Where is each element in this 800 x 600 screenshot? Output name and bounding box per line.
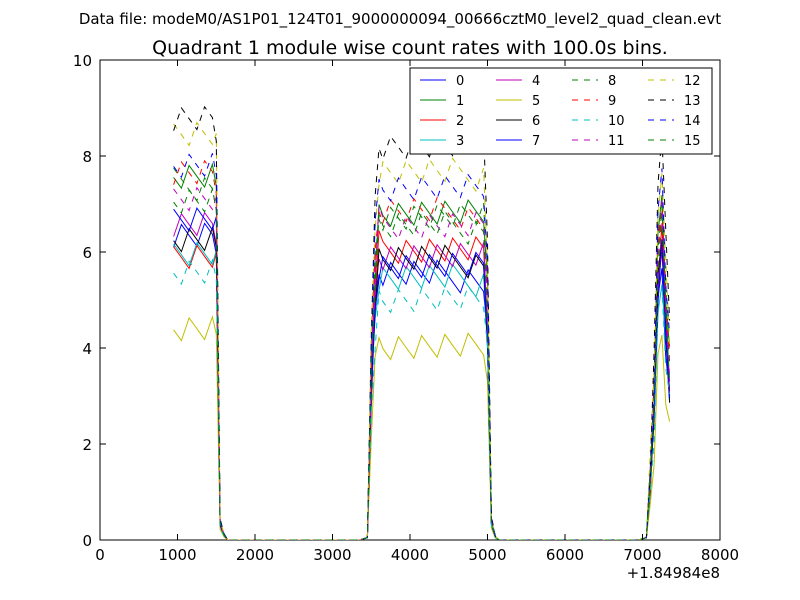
legend-label-2: 2 xyxy=(456,114,464,129)
legend-label-15: 15 xyxy=(684,134,701,149)
series-line-10 xyxy=(173,258,671,540)
x-tick-label: 3000 xyxy=(313,546,351,564)
series-line-5 xyxy=(173,314,671,540)
series-line-7 xyxy=(173,207,671,540)
legend-label-7: 7 xyxy=(532,134,540,149)
legend-label-4: 4 xyxy=(532,74,540,89)
series-line-4 xyxy=(173,211,671,540)
series-line-1 xyxy=(173,162,671,540)
x-tick-label: 7000 xyxy=(623,546,661,564)
x-tick-label: 8000 xyxy=(701,546,739,564)
y-tick-label: 10 xyxy=(73,52,92,70)
x-tick-label: 5000 xyxy=(468,546,506,564)
series-line-15 xyxy=(173,187,671,540)
legend-label-11: 11 xyxy=(608,134,625,149)
legend-label-14: 14 xyxy=(684,114,701,129)
series-line-2 xyxy=(173,223,671,540)
x-tick-label: 2000 xyxy=(236,546,274,564)
x-tick-label: 4000 xyxy=(391,546,429,564)
legend-label-13: 13 xyxy=(684,94,701,109)
series-line-14 xyxy=(173,153,671,540)
chart-title: Quadrant 1 module wise count rates with … xyxy=(152,37,668,59)
legend-label-10: 10 xyxy=(608,114,625,129)
y-tick-label: 8 xyxy=(82,148,92,166)
legend-label-6: 6 xyxy=(532,114,540,129)
legend-label-0: 0 xyxy=(456,74,464,89)
x-tick-label: 1000 xyxy=(158,546,196,564)
legend-label-5: 5 xyxy=(532,94,540,109)
y-tick-label: 4 xyxy=(82,340,92,358)
x-tick-label: 6000 xyxy=(546,546,584,564)
suptitle: Data file: modeM0/AS1P01_124T01_90000000… xyxy=(79,10,721,29)
legend-label-12: 12 xyxy=(684,74,701,89)
y-tick-label: 6 xyxy=(82,244,92,262)
y-tick-label: 2 xyxy=(82,436,92,454)
legend-label-1: 1 xyxy=(456,94,464,109)
legend-label-8: 8 xyxy=(608,74,616,89)
series-line-6 xyxy=(173,225,671,540)
series-line-3 xyxy=(173,241,671,540)
x-tick-label: 0 xyxy=(95,546,105,564)
x-offset-label: +1.84984e8 xyxy=(627,564,720,582)
legend-label-9: 9 xyxy=(608,94,616,109)
series-layer xyxy=(173,105,671,540)
y-tick-label: 0 xyxy=(82,532,92,550)
legend-label-3: 3 xyxy=(456,134,464,149)
